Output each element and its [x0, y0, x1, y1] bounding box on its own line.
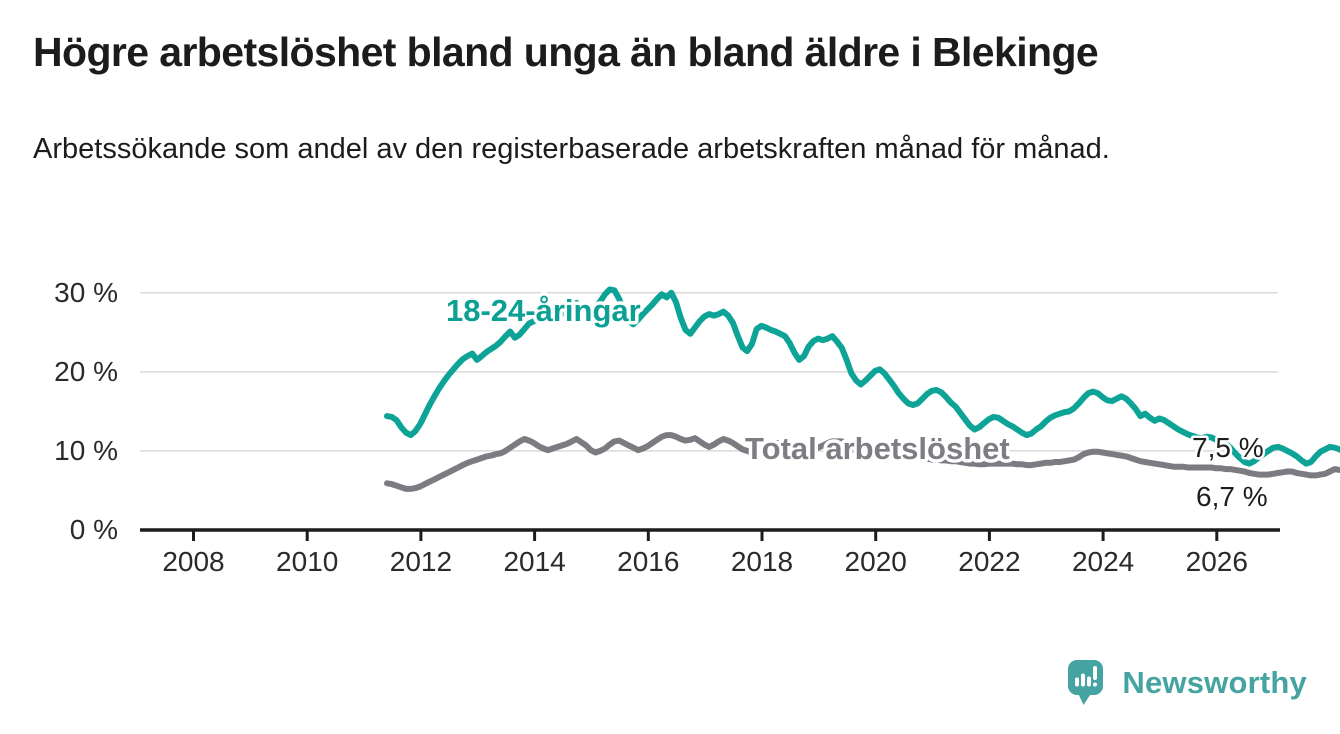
newsworthy-logo-text: Newsworthy — [1122, 664, 1307, 700]
total-end-value-label: 6,7 % — [1196, 481, 1268, 512]
x-tick-label-2008: 2008 — [162, 546, 224, 577]
chart-title: Högre arbetslöshet bland unga än bland ä… — [33, 29, 1099, 75]
x-tick-label-2012: 2012 — [390, 546, 452, 577]
chart-subtitle: Arbetssökande som andel av den registerb… — [33, 133, 1110, 165]
newsworthy-logo-icon — [1068, 660, 1104, 705]
x-axis-ticks — [192, 530, 1219, 541]
series-total — [384, 432, 1340, 492]
y-tick-label-30: 30 % — [54, 277, 118, 308]
y-tick-label-20: 20 % — [54, 356, 118, 387]
series-youth — [384, 286, 1340, 467]
logo-bubble — [1068, 660, 1104, 695]
y-tick-label-10: 10 % — [54, 435, 118, 466]
x-tick-label-2010: 2010 — [276, 546, 338, 577]
series-youth-line — [384, 286, 1340, 467]
x-tick-label-2014: 2014 — [503, 546, 565, 577]
x-tick-label-2026: 2026 — [1186, 546, 1248, 577]
series-youth-label: 18-24-åringar — [446, 293, 641, 328]
logo-bubble-tail — [1077, 691, 1093, 705]
youth-end-value-label: 7,5 % — [1192, 432, 1264, 463]
series-total-line — [384, 432, 1340, 492]
x-axis-labels: 2008 2010 2012 2014 2016 2018 2020 2022 … — [162, 546, 1248, 577]
x-tick-label-2020: 2020 — [845, 546, 907, 577]
x-axis: 2008 2010 2012 2014 2016 2018 2020 2022 … — [140, 528, 1280, 577]
newsworthy-logo: Newsworthy — [1067, 659, 1307, 706]
y-tick-label-0: 0 % — [70, 514, 118, 545]
x-tick-label-2016: 2016 — [617, 546, 679, 577]
x-tick-label-2022: 2022 — [958, 546, 1020, 577]
y-axis-labels: 30 % 20 % 10 % 0 % — [54, 277, 118, 545]
series-total-label: Total arbetslöshet — [745, 431, 1010, 466]
x-tick-label-2024: 2024 — [1072, 546, 1134, 577]
x-tick-label-2018: 2018 — [731, 546, 793, 577]
logo-bars — [1075, 666, 1098, 687]
